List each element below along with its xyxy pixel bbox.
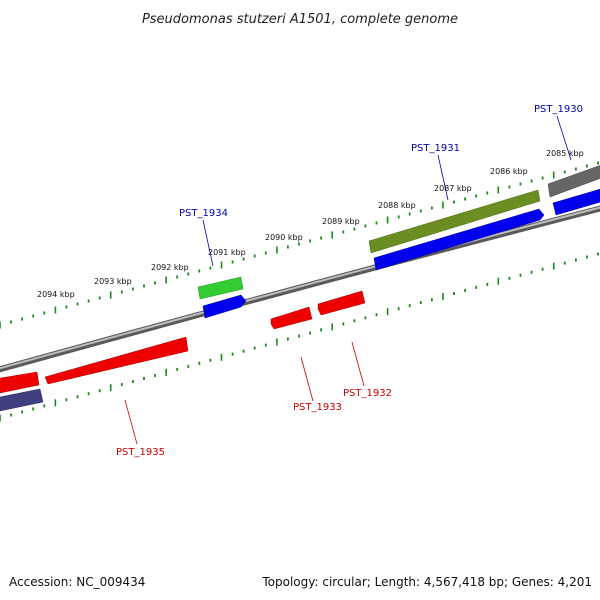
ruler-label-2085: 2085 kbp [546, 149, 584, 158]
ruler-label-2088: 2088 kbp [378, 201, 416, 210]
accession-text: Accession: NC_009434 [9, 575, 145, 589]
feature-green[interactable] [197, 276, 244, 300]
gene-label-pst1931[interactable]: PST_1931 [411, 143, 460, 154]
ruler-label-2087: 2087 kbp [434, 184, 472, 193]
gene-label-pst1932[interactable]: PST_1932 [343, 388, 392, 399]
gene-label-pst1933[interactable]: PST_1933 [293, 402, 342, 413]
genome-backbone-highlight [0, 206, 600, 370]
feature-red-left[interactable] [0, 371, 40, 394]
leader-line-pst1930 [556, 115, 572, 161]
map-title: Pseudomonas stutzeri A1501, complete gen… [142, 12, 458, 27]
ruler-label-2092: 2092 kbp [151, 263, 189, 272]
gene-label-pst1930[interactable]: PST_1930 [534, 104, 583, 115]
feature-blue-3[interactable] [202, 294, 247, 319]
ruler-label-2090: 2090 kbp [265, 233, 303, 242]
feature-blue-1[interactable] [373, 208, 545, 271]
inner-tick-track [0, 252, 599, 422]
ruler-label-2091: 2091 kbp [208, 248, 246, 257]
outer-tick-track [0, 161, 599, 329]
leader-line-pst1935 [124, 399, 138, 445]
ruler-label-2089: 2089 kbp [322, 217, 360, 226]
feature-slate[interactable] [0, 388, 44, 412]
gene-label-pst1935[interactable]: PST_1935 [116, 447, 165, 458]
gene-label-pst1934[interactable]: PST_1934 [179, 208, 228, 219]
feature-gray[interactable] [547, 164, 600, 198]
leader-line-pst1934 [202, 219, 214, 267]
genome-stats-text: Topology: circular; Length: 4,567,418 bp… [261, 575, 592, 589]
feature-red-1935[interactable] [44, 336, 189, 385]
feature-red-1932[interactable] [317, 290, 366, 316]
feature-blue-2[interactable] [552, 188, 600, 216]
ruler-label-2093: 2093 kbp [94, 277, 132, 286]
ruler-label-2094: 2094 kbp [37, 290, 75, 299]
leader-line-pst1931 [437, 154, 449, 201]
leader-line-pst1933 [300, 356, 314, 402]
ruler-label-2086: 2086 kbp [490, 167, 528, 176]
leader-line-pst1932 [351, 341, 365, 387]
feature-red-1933[interactable] [270, 306, 313, 330]
feature-olive[interactable] [368, 189, 541, 254]
